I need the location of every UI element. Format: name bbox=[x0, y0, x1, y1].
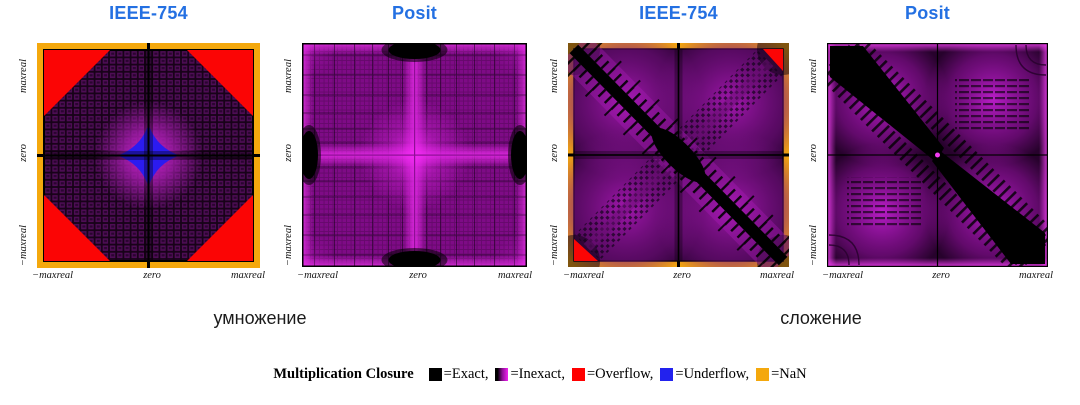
x-tick-zero: zero bbox=[409, 270, 427, 281]
legend-item-label: =NaN bbox=[771, 366, 807, 382]
legend-item-label: =Overflow, bbox=[586, 366, 654, 382]
x-tick-zero: zero bbox=[143, 270, 161, 281]
overflow-swatch bbox=[571, 368, 585, 381]
y-tick-neg-maxreal: −maxreal bbox=[283, 225, 294, 267]
y-tick-maxreal: maxreal bbox=[808, 59, 819, 94]
heatmap-ieee754-addition bbox=[568, 43, 789, 267]
y-tick-maxreal: maxreal bbox=[18, 59, 29, 94]
legend-title: Multiplication Closure bbox=[273, 366, 414, 382]
underflow-swatch bbox=[660, 368, 674, 381]
panel-title-posit-add: Posit bbox=[904, 3, 950, 23]
heatmap-posit-addition bbox=[827, 43, 1048, 267]
nan-swatch bbox=[756, 368, 770, 381]
legend-item-inexact: =Inexact, bbox=[495, 366, 565, 383]
y-tick-zero: zero bbox=[283, 144, 294, 162]
x-tick-neg-maxreal: −maxreal bbox=[563, 270, 605, 281]
x-tick-zero: zero bbox=[932, 270, 950, 281]
legend-item-underflow: =Underflow, bbox=[660, 366, 749, 383]
legend-item-nan: =NaN bbox=[756, 366, 807, 383]
y-tick-maxreal: maxreal bbox=[283, 59, 294, 94]
legend-item-label: =Underflow, bbox=[675, 366, 750, 382]
y-tick-zero: zero bbox=[808, 144, 819, 162]
y-axis-panel-4: maxreal zero −maxreal bbox=[808, 43, 824, 267]
legend-item-overflow: =Overflow, bbox=[571, 366, 654, 383]
x-tick-neg-maxreal: −maxreal bbox=[32, 270, 74, 281]
x-tick-maxreal: maxreal bbox=[759, 270, 794, 281]
heatmap-posit-multiplication bbox=[302, 43, 527, 267]
x-axis-panel-1: −maxreal zero maxreal bbox=[32, 270, 265, 281]
x-tick-neg-maxreal: −maxreal bbox=[822, 270, 864, 281]
legend-item-exact: =Exact, bbox=[428, 366, 489, 383]
x-axis-panel-3: −maxreal zero maxreal bbox=[563, 270, 794, 281]
x-axis-panel-4: −maxreal zero maxreal bbox=[822, 270, 1053, 281]
x-tick-maxreal: maxreal bbox=[497, 270, 532, 281]
x-tick-maxreal: maxreal bbox=[1018, 270, 1053, 281]
caption-multiplication: умножение bbox=[213, 308, 307, 328]
y-axis-panel-3: maxreal zero −maxreal bbox=[549, 43, 565, 267]
x-tick-maxreal: maxreal bbox=[230, 270, 265, 281]
y-tick-maxreal: maxreal bbox=[549, 59, 560, 94]
y-axis-panel-2: maxreal zero −maxreal bbox=[283, 43, 299, 267]
y-tick-zero: zero bbox=[549, 144, 560, 162]
x-axis-panel-2: −maxreal zero maxreal bbox=[297, 270, 532, 281]
y-tick-zero: zero bbox=[18, 144, 29, 162]
panel-title-ieee-add: IEEE-754 bbox=[639, 3, 718, 23]
legend: Multiplication Closure =Exact, =Inexact,… bbox=[0, 366, 1080, 383]
y-tick-neg-maxreal: −maxreal bbox=[808, 225, 819, 267]
caption-addition: сложение bbox=[780, 308, 862, 328]
legend-item-label: =Inexact, bbox=[510, 366, 565, 382]
y-tick-neg-maxreal: −maxreal bbox=[549, 225, 560, 267]
panel-title-ieee-mul: IEEE-754 bbox=[109, 3, 188, 23]
x-tick-neg-maxreal: −maxreal bbox=[297, 270, 339, 281]
panel-title-posit-mul: Posit bbox=[391, 3, 437, 23]
x-tick-zero: zero bbox=[673, 270, 691, 281]
heatmap-ieee754-multiplication bbox=[37, 43, 260, 268]
y-axis-panel-1: maxreal zero −maxreal bbox=[18, 43, 34, 268]
inexact-swatch bbox=[495, 368, 509, 381]
exact-swatch bbox=[428, 368, 442, 381]
y-tick-neg-maxreal: −maxreal bbox=[18, 225, 29, 267]
legend-item-label: =Exact, bbox=[443, 366, 489, 382]
